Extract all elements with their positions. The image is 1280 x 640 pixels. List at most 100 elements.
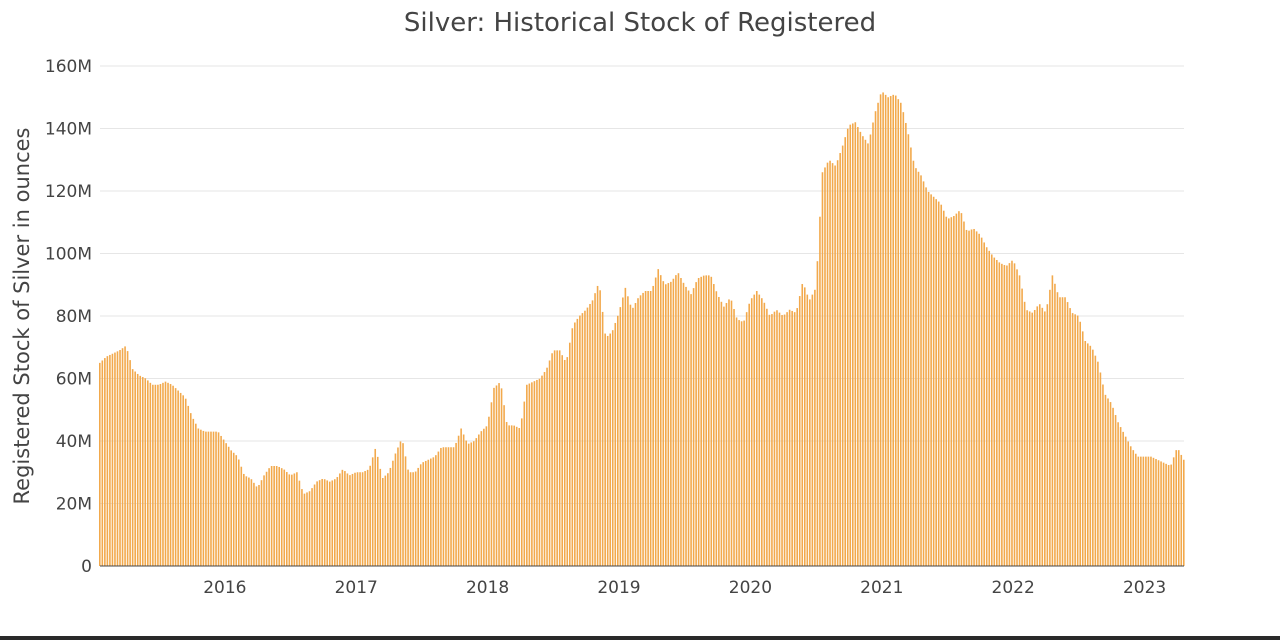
bar: [806, 294, 809, 566]
bar: [399, 441, 402, 566]
bar: [857, 127, 859, 567]
bar: [836, 160, 839, 566]
bar: [440, 447, 442, 566]
bar: [1084, 341, 1087, 566]
bar: [349, 475, 351, 566]
bar: [414, 471, 417, 566]
bar: [988, 250, 991, 566]
bar: [237, 459, 240, 566]
bar: [649, 291, 652, 566]
bar: [298, 480, 301, 566]
y-tick-label: 100M: [45, 245, 92, 265]
bar: [184, 398, 187, 566]
bar: [134, 371, 136, 566]
bar: [1177, 450, 1180, 566]
x-tick-label: 2016: [203, 578, 246, 598]
bar: [672, 278, 675, 566]
bar: [551, 353, 553, 566]
bar: [791, 310, 793, 566]
bar: [1064, 297, 1066, 566]
bar: [422, 462, 425, 566]
bar: [940, 204, 943, 567]
bar: [291, 474, 293, 566]
bar: [376, 456, 379, 566]
bar: [119, 350, 121, 566]
bar: [328, 481, 331, 566]
bar: [1021, 288, 1023, 566]
bar: [922, 181, 925, 566]
bar: [869, 134, 872, 566]
bar: [1097, 361, 1099, 566]
bar: [202, 430, 205, 566]
bar: [899, 102, 902, 567]
bar: [591, 300, 594, 566]
bar: [452, 447, 455, 566]
bar: [1003, 265, 1006, 566]
bar: [990, 254, 993, 566]
bar: [392, 460, 394, 566]
bar: [680, 278, 682, 566]
bar: [323, 479, 326, 566]
bar: [141, 377, 144, 566]
bar: [116, 351, 119, 566]
bar: [1112, 407, 1114, 566]
bar: [1152, 457, 1155, 566]
bar: [293, 473, 296, 566]
bar: [490, 402, 493, 566]
bar: [829, 160, 831, 566]
bar: [801, 284, 804, 566]
bar: [629, 304, 632, 566]
bar: [437, 451, 440, 566]
bar: [1044, 311, 1046, 566]
bar: [215, 431, 217, 566]
bar: [278, 466, 281, 566]
bar: [586, 307, 589, 566]
bar: [819, 216, 821, 566]
bar: [614, 322, 617, 566]
bar: [659, 275, 662, 566]
bar: [374, 448, 377, 566]
bar: [172, 385, 174, 566]
bar: [195, 423, 197, 566]
bar: [657, 269, 660, 566]
bar: [526, 384, 528, 566]
bar: [121, 348, 124, 566]
bottom-border: [0, 636, 1280, 640]
bar: [642, 292, 644, 566]
bar: [1127, 441, 1130, 566]
bar: [705, 275, 708, 566]
bar: [675, 275, 677, 566]
bar: [1081, 331, 1084, 566]
bar: [126, 351, 129, 566]
bar: [558, 350, 561, 566]
bar: [872, 122, 874, 566]
bar: [1089, 345, 1092, 566]
bar: [495, 385, 498, 566]
bar: [654, 277, 657, 566]
bar: [361, 472, 364, 566]
x-tick-label: 2021: [860, 578, 903, 598]
bar: [1140, 456, 1142, 566]
bar: [258, 484, 260, 566]
bar: [978, 233, 980, 567]
bar: [589, 303, 591, 566]
bar: [725, 303, 728, 566]
bar: [841, 145, 844, 566]
bar: [950, 217, 953, 567]
x-tick-label: 2017: [335, 578, 378, 598]
bar: [498, 383, 500, 566]
bar: [316, 481, 318, 566]
bar: [457, 435, 460, 566]
bar: [1079, 321, 1082, 566]
bar: [371, 457, 374, 566]
bar: [1038, 304, 1041, 566]
bar: [945, 216, 948, 566]
bar: [687, 290, 690, 566]
bar: [149, 382, 152, 566]
bar: [205, 431, 207, 566]
bar: [1122, 431, 1124, 566]
bar: [846, 128, 849, 566]
bar: [1157, 460, 1160, 566]
bar: [402, 443, 404, 566]
bar: [960, 213, 963, 566]
